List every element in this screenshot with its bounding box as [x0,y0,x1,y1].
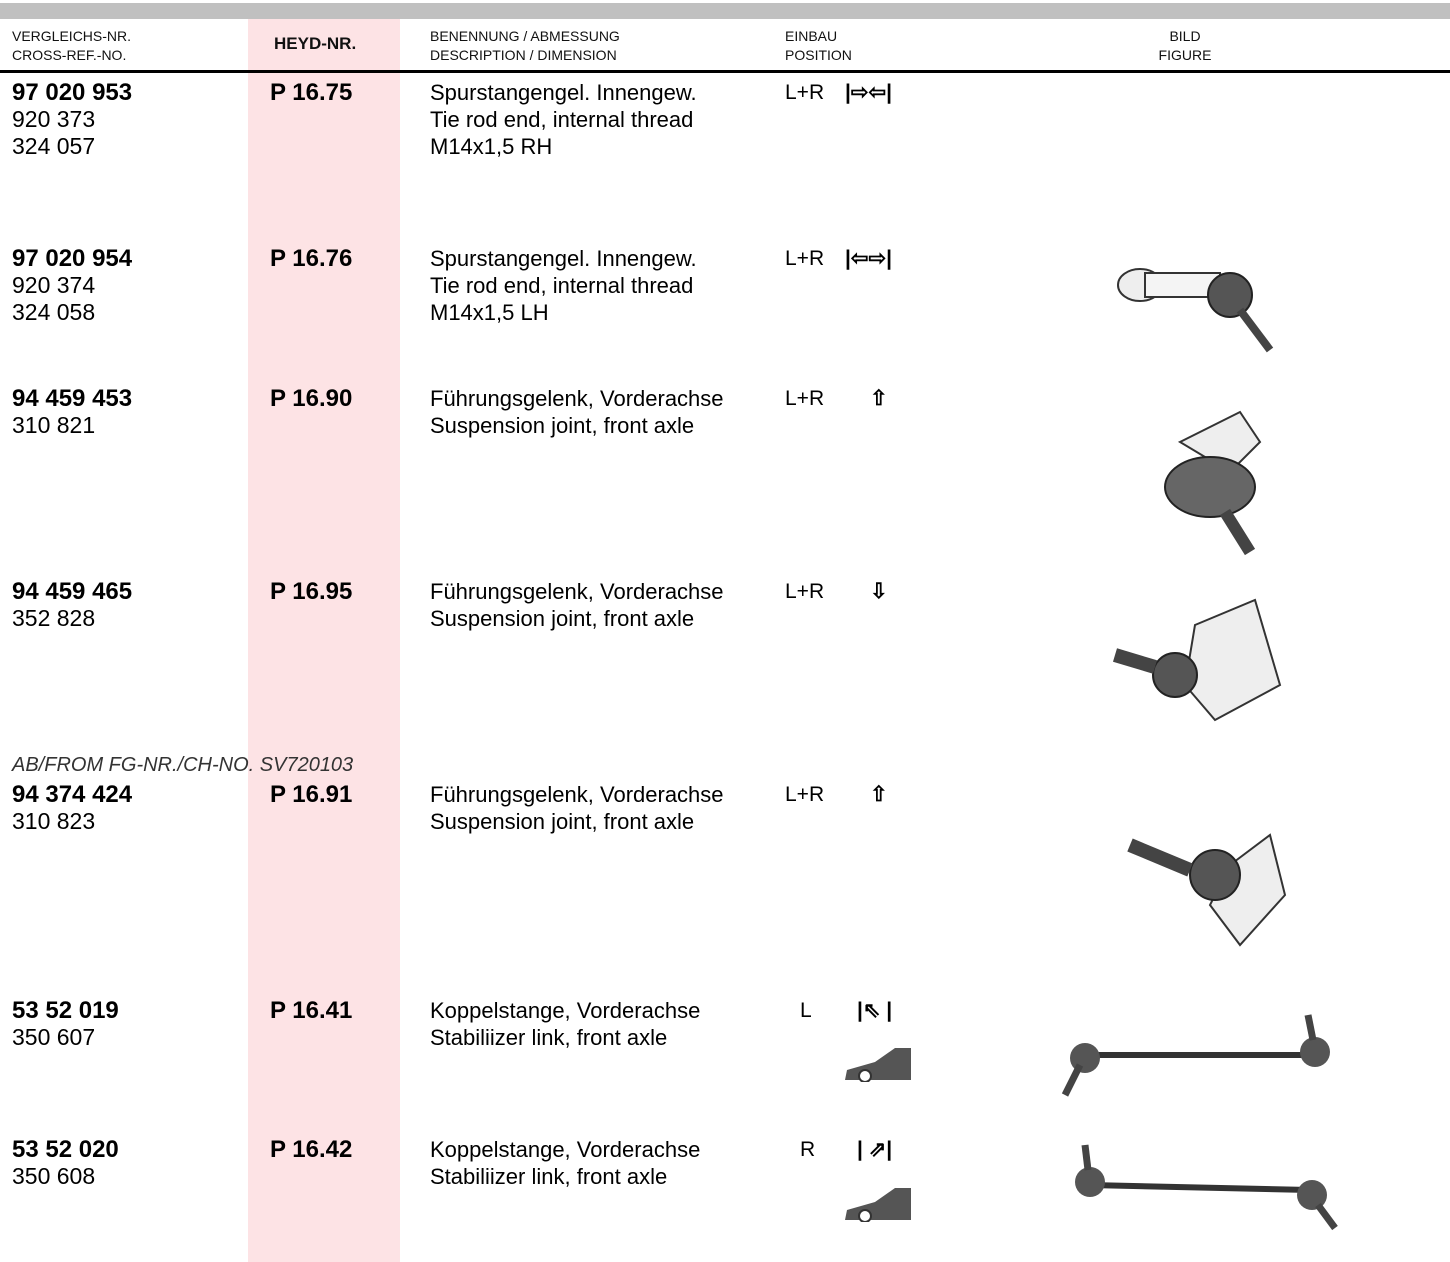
heyd-number: P 16.95 [270,578,353,605]
cross-ref-number: 324 057 [12,133,96,159]
cross-ref-number: 920 374 [12,272,96,298]
header-heyd: HEYD-NR. [274,34,357,53]
description: M14x1,5 LH [430,300,549,325]
cross-ref-number: 53 52 019 [12,997,119,1024]
cross-ref-number: 350 607 [12,1024,96,1050]
position: L+R [785,387,825,410]
position-symbol: ⇧ [870,783,888,806]
top-bar [0,3,1450,19]
heyd-number: P 16.41 [270,997,353,1024]
header-cross-ref: CROSS-REF.-NO. [12,47,127,63]
position-symbol: ⇧ [870,387,888,410]
cross-ref-number: 53 52 020 [12,1136,119,1163]
figure-joint [1164,410,1262,556]
position: L+R [785,580,825,603]
car-icon [845,1188,911,1222]
position-symbol: |⇦⇨| [845,247,892,270]
position: L+R [785,783,825,806]
cross-ref-number: 94 374 424 [12,781,133,808]
heyd-column [248,19,400,1262]
figure-tie-rod [1117,268,1274,353]
description: Spurstangengel. Innengew. [430,80,697,105]
header-position: POSITION [785,47,852,63]
cross-ref-number: 310 821 [12,412,96,438]
description: Stabiliizer link, front axle [430,1025,668,1050]
figure-joint [1127,833,1287,947]
cross-ref-number: 350 608 [12,1163,96,1189]
cross-ref-number: 94 459 453 [12,385,133,412]
cross-ref-number: 94 459 465 [12,578,133,605]
heyd-number: P 16.42 [270,1136,353,1163]
position-symbol: |⇖ | [857,999,893,1022]
heyd-number: P 16.75 [270,79,353,106]
description: M14x1,5 RH [430,134,553,159]
heyd-number: P 16.90 [270,385,353,412]
header-description: BENENNUNG / ABMESSUNG [430,28,620,44]
cross-ref-number: 920 373 [12,106,96,132]
description: Spurstangengel. Innengew. [430,246,697,271]
position-symbol: ⇩ [870,580,888,603]
figure-link [1061,1014,1330,1097]
cross-ref-number: 352 828 [12,605,96,631]
position: R [800,1138,816,1161]
figure-link [1075,1144,1338,1231]
car-icon [845,1048,911,1082]
description: Suspension joint, front axle [430,809,695,834]
heyd-number: P 16.91 [270,781,353,808]
cross-ref-number: 97 020 953 [12,79,133,106]
header-position: EINBAU [785,28,838,44]
header-description: DESCRIPTION / DIMENSION [430,47,617,63]
note: AB/FROM FG-NR./CH-NO. SV720103 [12,754,354,776]
cross-ref-number: 310 823 [12,808,96,834]
description: Koppelstange, Vorderachse [430,998,701,1023]
description: Stabiliizer link, front axle [430,1164,668,1189]
position: L+R [785,247,825,270]
description: Führungsgelenk, Vorderachse [430,782,724,807]
description: Koppelstange, Vorderachse [430,1137,701,1162]
description: Führungsgelenk, Vorderachse [430,386,724,411]
position-symbol: |⇨⇦| [845,81,892,104]
header-cross-ref: VERGLEICHS-NR. [12,28,132,44]
description: Suspension joint, front axle [430,413,695,438]
description: Führungsgelenk, Vorderachse [430,579,724,604]
description: Tie rod end, internal thread [430,107,694,132]
position: L+R [785,81,825,104]
description: Tie rod end, internal thread [430,273,694,298]
position: L [800,999,812,1022]
cross-ref-number: 97 020 954 [12,245,133,272]
description: Suspension joint, front axle [430,606,695,631]
figure-joint [1112,598,1282,722]
header-figure: BILD [1169,28,1201,44]
heyd-number: P 16.76 [270,245,353,272]
position-symbol: | ⇗| [857,1138,893,1161]
header-figure: FIGURE [1158,47,1212,63]
header-rule [0,70,1450,73]
cross-ref-number: 324 058 [12,299,96,325]
